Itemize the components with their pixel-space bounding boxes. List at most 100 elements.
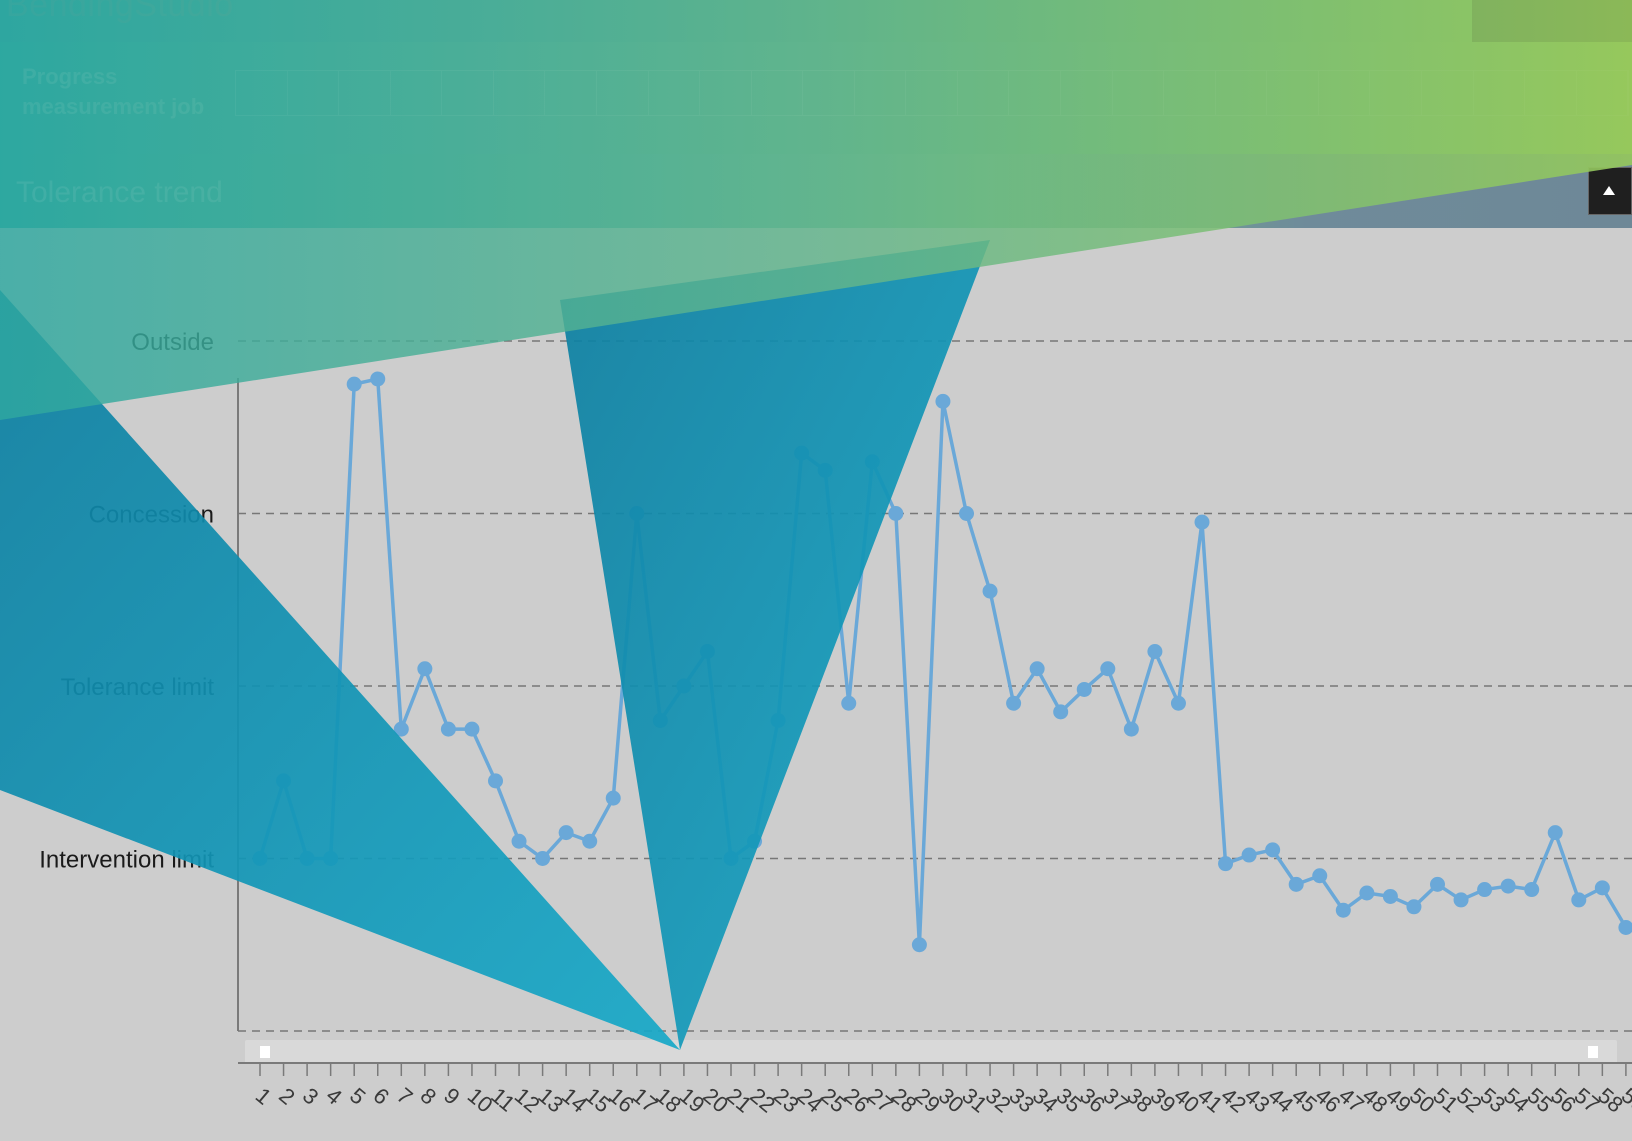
progress-segment: [855, 71, 907, 115]
progress-segment: [1113, 71, 1165, 115]
data-point: [1383, 889, 1398, 904]
data-point: [1477, 882, 1492, 897]
x-tick-label: 9: [439, 1083, 464, 1110]
progress-segment: [391, 71, 443, 115]
data-point: [1548, 825, 1563, 840]
data-point: [629, 506, 644, 521]
data-point: [818, 463, 833, 478]
data-point: [983, 584, 998, 599]
data-point: [747, 834, 762, 849]
progress-segment: [1577, 71, 1629, 115]
progress-segment: [803, 71, 855, 115]
collapse-button[interactable]: [1588, 167, 1632, 215]
x-tick-label: 59: [1617, 1083, 1632, 1118]
data-point: [1524, 882, 1539, 897]
progress-segment: [597, 71, 649, 115]
data-point: [1218, 856, 1233, 871]
data-point: [276, 773, 291, 788]
tolerance-trend-panel-header[interactable]: Tolerance trend: [0, 154, 1632, 228]
chart-area: Intervention limit Tolerance limit Concess…: [0, 228, 1632, 1141]
data-point: [1242, 848, 1257, 863]
data-point: [888, 506, 903, 521]
progress-segment: [1370, 71, 1422, 115]
progress-segment: [906, 71, 958, 115]
progress-bar-row: Progress measurement job: [0, 42, 1632, 154]
data-point: [535, 851, 550, 866]
y-tick-label: Outside: [131, 329, 214, 356]
x-tick-label: 3: [298, 1083, 323, 1110]
data-point: [1147, 644, 1162, 659]
data-point: [935, 394, 950, 409]
progress-segment: [1267, 71, 1319, 115]
data-point: [347, 377, 362, 392]
app-title: BendingStudio: [6, 0, 234, 25]
data-point: [865, 454, 880, 469]
data-point: [253, 851, 268, 866]
progress-segment: [288, 71, 340, 115]
data-point: [1501, 879, 1516, 894]
progress-segment: [649, 71, 701, 115]
data-point: [559, 825, 574, 840]
data-point: [1053, 704, 1068, 719]
series-line: [260, 379, 1626, 945]
data-point: [394, 722, 409, 737]
data-point: [1618, 920, 1632, 935]
data-point: [464, 722, 479, 737]
data-point: [771, 713, 786, 728]
data-point: [1006, 696, 1021, 711]
app-header: BendingStudio: [0, 0, 1632, 42]
data-point: [370, 371, 385, 386]
y-tick-label: Concession: [89, 502, 214, 529]
tolerance-trend-chart: Intervention limit Tolerance limit Concess…: [0, 228, 1632, 1141]
progress-segment: [236, 71, 288, 115]
data-point: [1195, 515, 1210, 530]
progress-segment: [1164, 71, 1216, 115]
data-point: [959, 506, 974, 521]
data-point: [1571, 892, 1586, 907]
data-point: [1100, 661, 1115, 676]
data-point: [323, 851, 338, 866]
data-point: [488, 773, 503, 788]
panel-title: Tolerance trend: [16, 176, 223, 210]
y-tick-label: Intervention limit: [39, 847, 214, 874]
x-tick-label: 2: [274, 1083, 299, 1110]
x-tick-label: 5: [345, 1083, 370, 1110]
progress-label: Progress measurement job: [22, 62, 222, 122]
data-point: [1336, 903, 1351, 918]
progress-segment: [1422, 71, 1474, 115]
data-point: [1430, 877, 1445, 892]
progress-segment: [1061, 71, 1113, 115]
progress-segment: [339, 71, 391, 115]
data-point: [1595, 880, 1610, 895]
horizontal-scrollbar: [245, 1040, 1617, 1064]
data-point: [1359, 886, 1374, 901]
progress-segment: [494, 71, 546, 115]
progress-segment: [545, 71, 597, 115]
progress-segment: [442, 71, 494, 115]
data-point: [1265, 842, 1280, 857]
x-tick-label: 7: [392, 1083, 417, 1110]
data-point: [912, 937, 927, 952]
x-tick-label: 8: [416, 1083, 441, 1110]
y-tick-label: Tolerance limit: [61, 674, 215, 701]
data-point: [1289, 877, 1304, 892]
progress-segment: [752, 71, 804, 115]
data-point: [582, 834, 597, 849]
progress-segment: [958, 71, 1010, 115]
data-point: [841, 696, 856, 711]
progress-track: [235, 70, 1629, 116]
x-tick-label: 4: [321, 1083, 346, 1110]
data-point: [1077, 682, 1092, 697]
x-tick-label: 1: [251, 1083, 276, 1110]
progress-segment: [1319, 71, 1371, 115]
progress-segment: [1474, 71, 1526, 115]
data-point: [676, 679, 691, 694]
scrollbar-thumb-end: [1588, 1046, 1598, 1058]
progress-segment: [1525, 71, 1577, 115]
data-point: [300, 851, 315, 866]
chevron-up-icon: [1601, 184, 1617, 196]
data-point: [1406, 899, 1421, 914]
scrollbar-thumb-start: [260, 1046, 270, 1058]
data-point: [512, 834, 527, 849]
data-point: [1171, 696, 1186, 711]
